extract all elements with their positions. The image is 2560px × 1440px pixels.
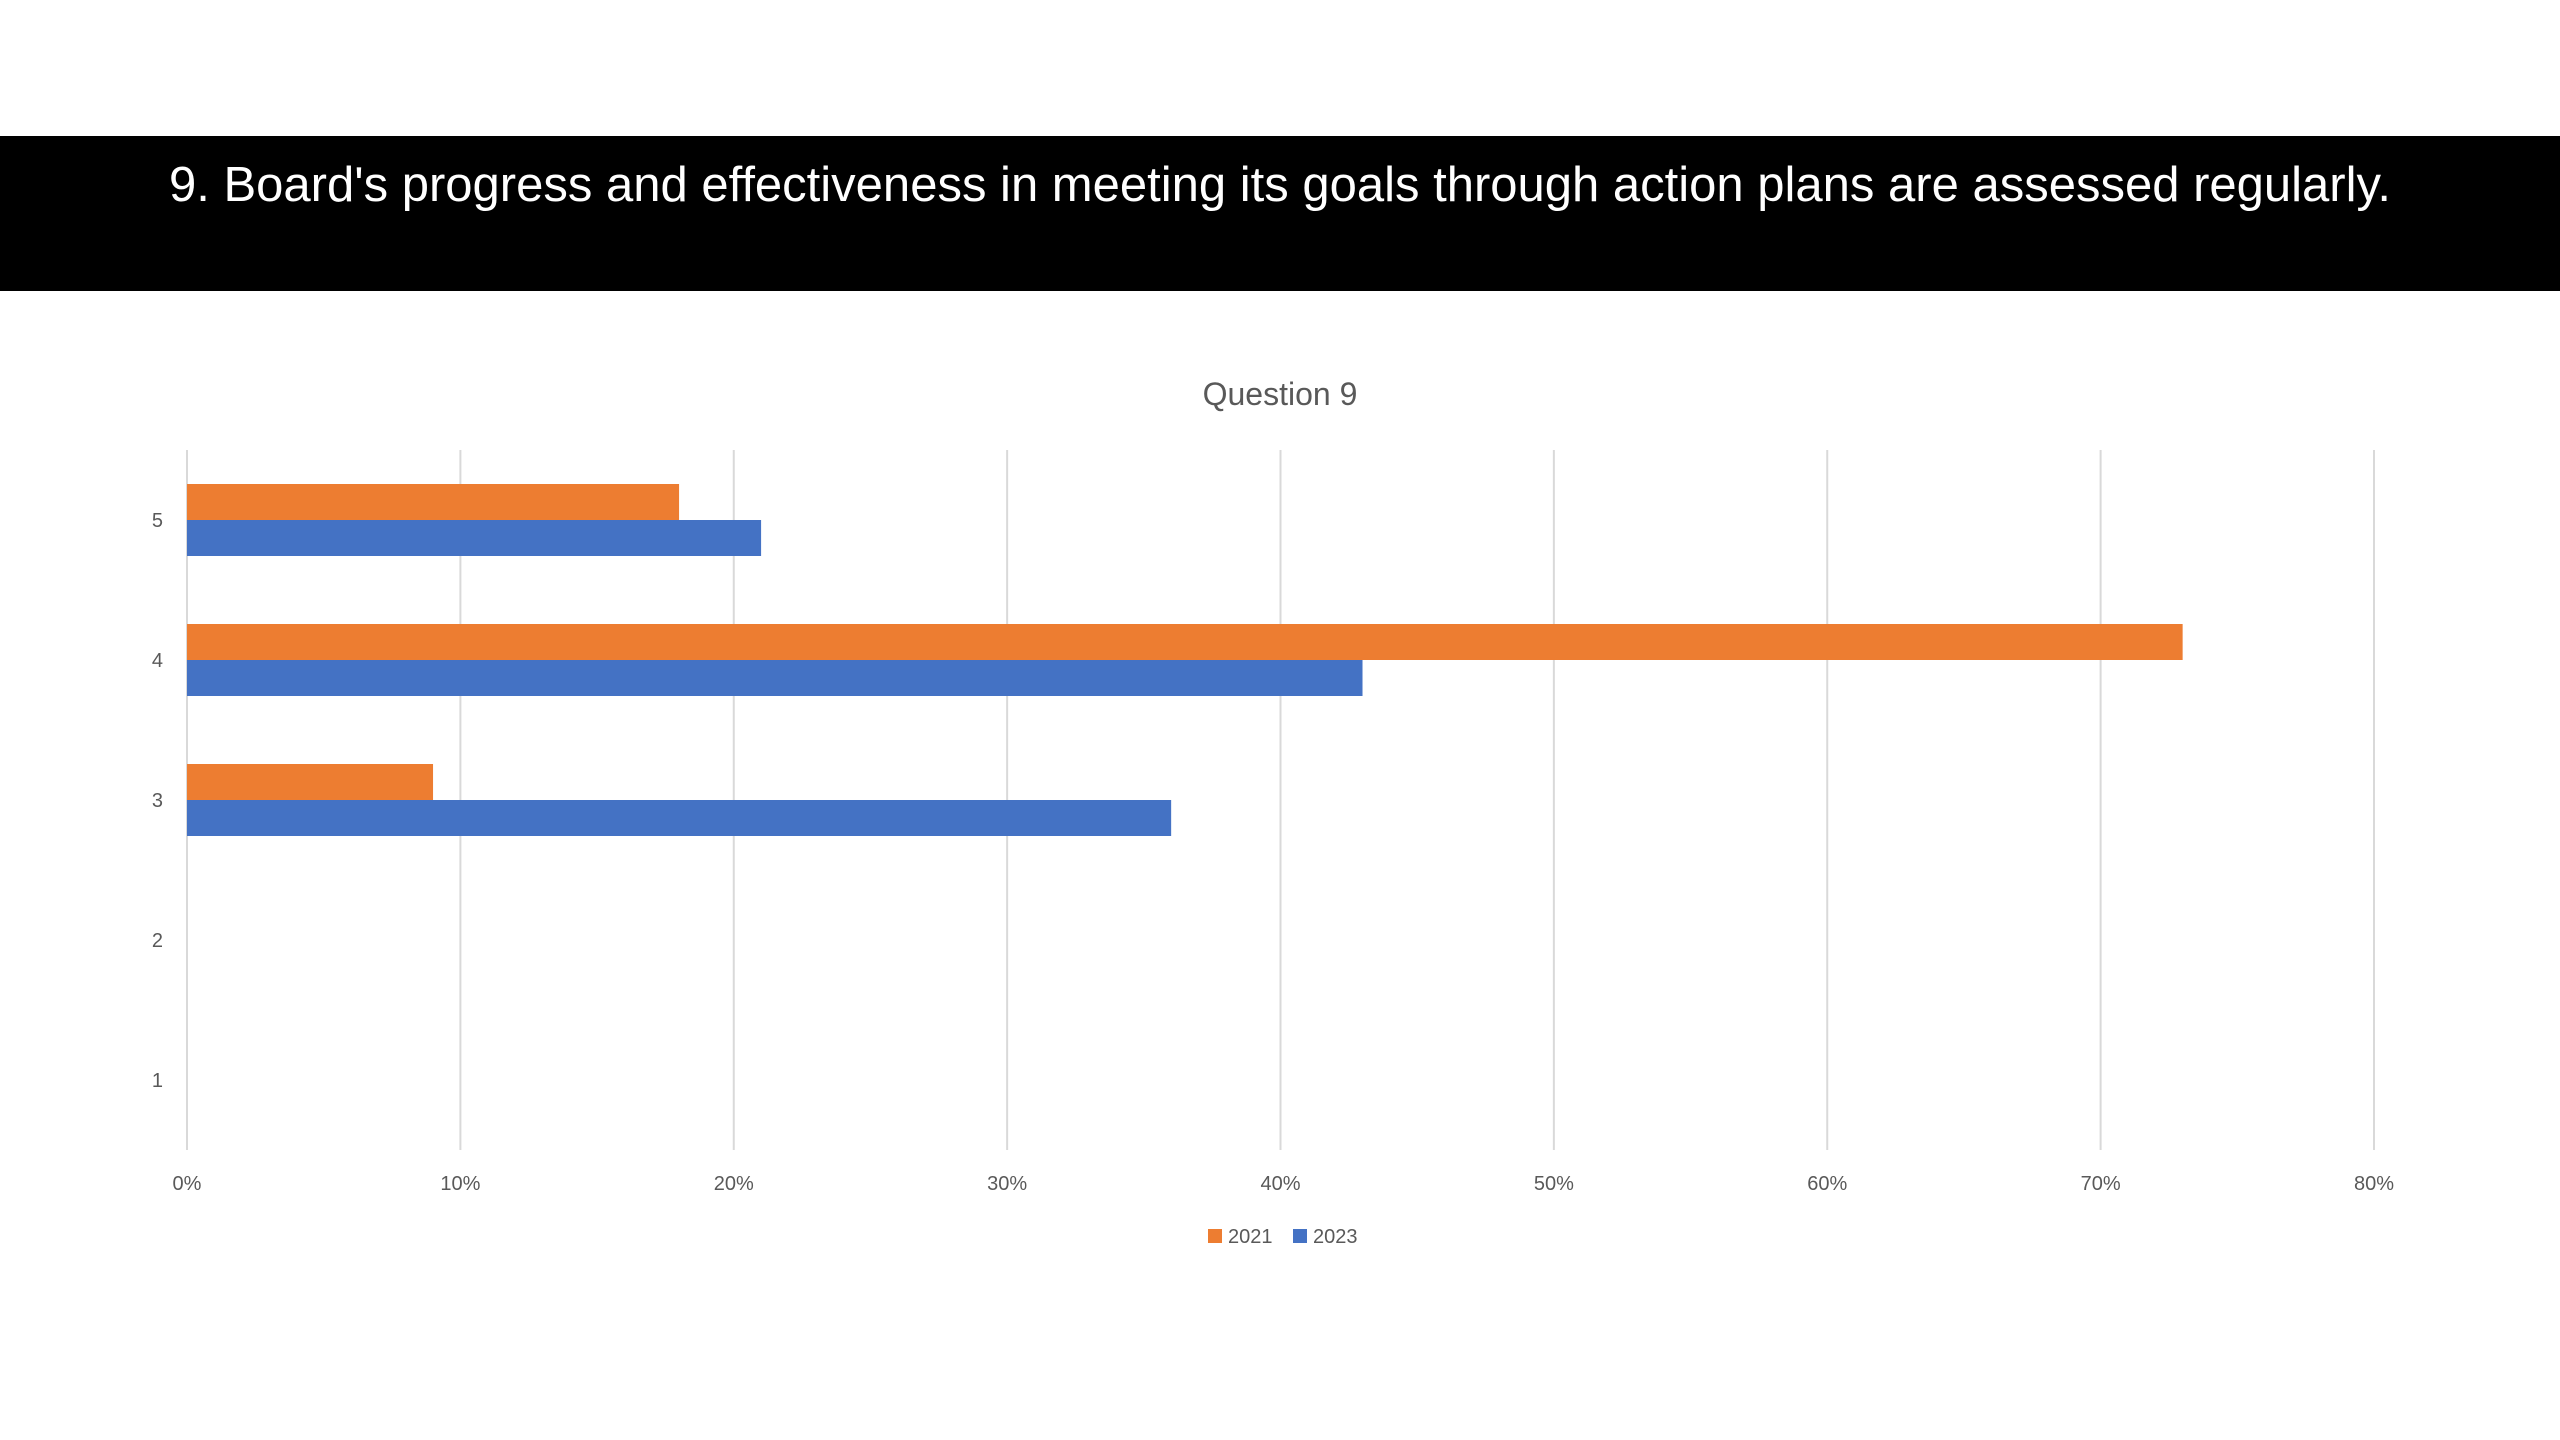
y-tick-label: 5: [152, 510, 163, 532]
legend: 2021 2023: [1208, 1226, 1358, 1248]
bar-2023-4: [187, 660, 1363, 696]
legend-label-2021: 2021: [1228, 1226, 1273, 1248]
x-tick-label: 40%: [1260, 1173, 1300, 1195]
slide-heading: 9. Board's progress and effectiveness in…: [169, 158, 2391, 212]
bar-2023-5: [187, 520, 762, 556]
x-tick-label: 60%: [1807, 1173, 1847, 1195]
bars: [187, 484, 2183, 836]
bar-2021-5: [187, 484, 680, 520]
bar-2021-4: [187, 624, 2183, 660]
legend-swatch-2023: [1293, 1229, 1307, 1243]
x-tick-label: 10%: [440, 1173, 480, 1195]
x-tick-label: 50%: [1534, 1173, 1574, 1195]
bar-chart: Question 9 5 4 3 2 1 0% 10% 20% 30% 40% 50% 60% 70%…: [152, 376, 2395, 1248]
title-band: 9. Board's progress and effectiveness in…: [0, 136, 2560, 291]
y-tick-label: 4: [152, 650, 163, 672]
bar-2021-3: [187, 764, 434, 800]
y-tick-label: 1: [152, 1070, 163, 1092]
x-tick-label: 70%: [2081, 1173, 2121, 1195]
y-axis-labels: 5 4 3 2 1: [152, 510, 163, 1092]
x-tick-label: 30%: [987, 1173, 1027, 1195]
gridlines: [186, 450, 2375, 1150]
legend-label-2023: 2023: [1313, 1226, 1358, 1248]
legend-swatch-2021: [1208, 1229, 1222, 1243]
chart-title: Question 9: [1203, 376, 1358, 412]
x-tick-label: 80%: [2354, 1173, 2394, 1195]
x-axis-labels: 0% 10% 20% 30% 40% 50% 60% 70% 80%: [173, 1173, 2395, 1195]
y-tick-label: 3: [152, 790, 163, 812]
x-tick-label: 0%: [173, 1173, 202, 1195]
bar-2023-3: [187, 800, 1172, 836]
x-tick-label: 20%: [714, 1173, 754, 1195]
y-tick-label: 2: [152, 930, 163, 952]
